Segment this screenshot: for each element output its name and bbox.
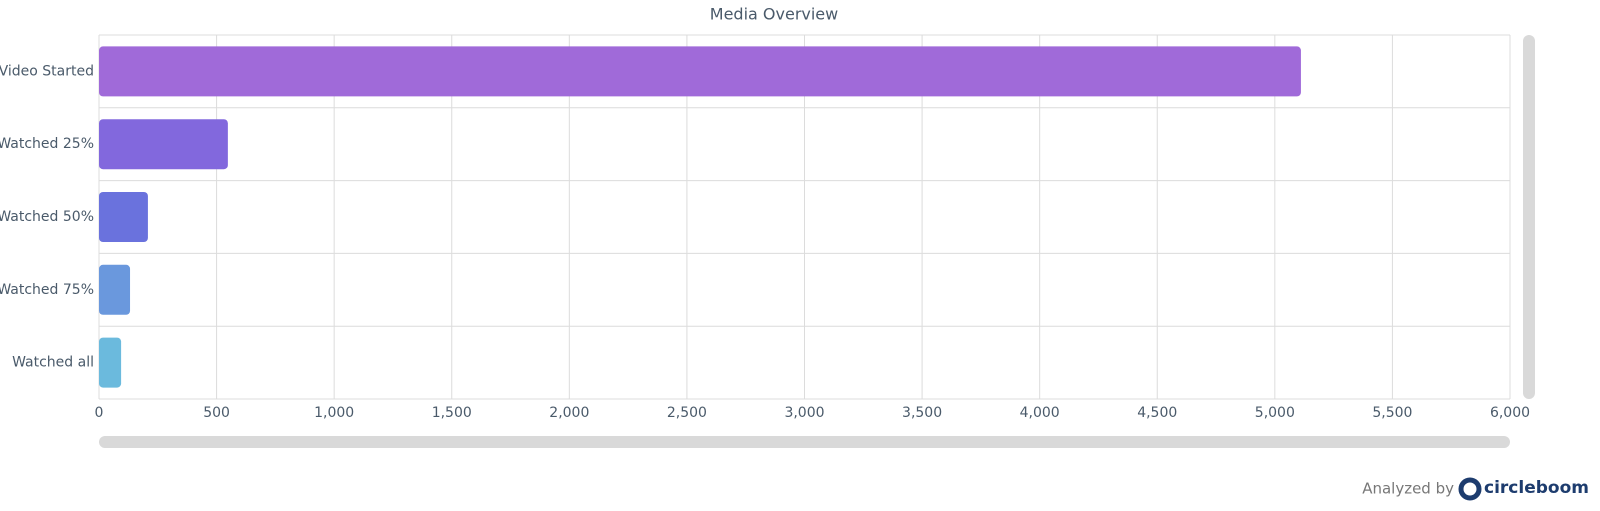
x-tick-label: 5,500: [1372, 405, 1412, 421]
h-scrollbar[interactable]: [99, 436, 1510, 448]
footer-prefix: Analyzed by: [1362, 480, 1454, 498]
x-tick-label: 5,000: [1255, 405, 1295, 421]
x-tick-label: 1,000: [314, 405, 354, 421]
v-scrollbar[interactable]: [1523, 35, 1535, 399]
chart-title: Media Overview: [710, 5, 838, 24]
x-tick-label: 4,000: [1020, 405, 1060, 421]
y-tick-label: Watched all: [12, 355, 94, 371]
x-tick-label: 6,000: [1490, 405, 1530, 421]
bar: [99, 337, 122, 388]
x-tick-label: 4,500: [1137, 405, 1177, 421]
x-tick-label: 2,000: [549, 405, 589, 421]
x-tick-label: 1,500: [432, 405, 472, 421]
y-tick-label: Watched 75%: [0, 282, 94, 298]
x-tick-label: 3,000: [784, 405, 824, 421]
brand-logo: [1458, 477, 1482, 501]
x-tick-label: 2,500: [667, 405, 707, 421]
x-tick-label: 0: [95, 405, 104, 421]
y-tick-label: Video Started: [0, 63, 94, 79]
footer-brand[interactable]: circleboom: [1484, 478, 1589, 498]
bar: [99, 46, 1301, 97]
bar: [99, 264, 131, 315]
x-tick-label: 3,500: [902, 405, 942, 421]
y-tick-label: Watched 25%: [0, 136, 94, 152]
bar: [99, 192, 148, 242]
x-tick-label: 500: [203, 405, 230, 421]
y-tick-label: Watched 50%: [0, 209, 94, 225]
bar: [99, 119, 228, 170]
